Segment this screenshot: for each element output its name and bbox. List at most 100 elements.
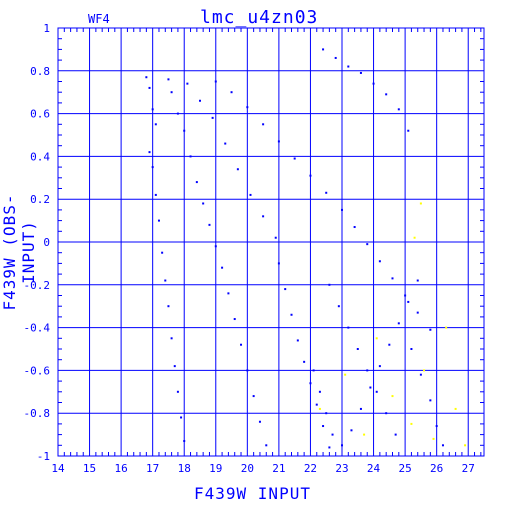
data-point <box>341 208 343 211</box>
data-point <box>325 191 328 194</box>
data-point <box>157 219 160 222</box>
data-point <box>369 386 372 389</box>
data-point <box>274 236 277 239</box>
data-point <box>331 433 334 436</box>
data-point <box>214 80 217 83</box>
x-tick-label: 25 <box>398 462 411 475</box>
data-point <box>195 181 198 184</box>
x-tick-label: 22 <box>304 462 317 475</box>
data-point <box>154 193 157 196</box>
data-point <box>258 420 261 423</box>
data-point <box>227 292 230 295</box>
data-point <box>189 155 192 158</box>
x-tick-label: 19 <box>209 462 222 475</box>
data-point <box>445 326 448 329</box>
x-tick-label: 16 <box>114 462 127 475</box>
data-point <box>199 99 201 102</box>
data-point <box>325 412 328 415</box>
data-point <box>293 157 296 160</box>
data-point <box>410 422 413 425</box>
data-point <box>375 390 378 393</box>
data-point <box>176 112 179 115</box>
data-point <box>148 86 151 89</box>
x-tick-label: 18 <box>178 462 191 475</box>
x-tick-label: 27 <box>462 462 475 475</box>
data-point <box>356 348 359 350</box>
data-point <box>236 168 239 171</box>
y-tick-label: -1 <box>37 450 50 463</box>
data-point <box>347 65 350 68</box>
data-point <box>416 279 419 282</box>
data-point <box>391 395 394 398</box>
x-tick-label: 15 <box>83 462 96 475</box>
data-point <box>372 82 375 85</box>
y-tick-label: 0 <box>43 236 50 249</box>
data-point <box>277 262 280 265</box>
data-point <box>385 93 388 96</box>
data-point <box>413 236 416 239</box>
data-point <box>246 106 249 109</box>
data-point <box>240 343 243 346</box>
data-point <box>151 108 154 111</box>
data-point <box>410 348 413 350</box>
x-tick-label: 24 <box>367 462 381 475</box>
data-point <box>180 416 183 419</box>
x-tick-label: 21 <box>272 462 285 475</box>
data-point <box>359 71 362 74</box>
data-point <box>265 444 268 447</box>
data-point <box>202 202 205 205</box>
data-point <box>145 76 148 79</box>
data-point <box>378 365 381 368</box>
data-point <box>249 193 252 196</box>
data-point <box>262 215 265 218</box>
x-tick-label: 26 <box>430 462 443 475</box>
data-point <box>334 56 337 59</box>
data-point <box>432 437 435 440</box>
data-point <box>388 343 391 346</box>
data-point <box>464 444 467 447</box>
data-point <box>151 166 154 169</box>
data-point <box>419 202 422 205</box>
data-point <box>337 305 340 308</box>
data-point <box>303 360 306 363</box>
data-point <box>296 339 299 342</box>
data-point <box>208 223 211 226</box>
data-point <box>167 78 170 81</box>
x-tick-label: 14 <box>51 462 65 475</box>
y-tick-label: 0.2 <box>30 193 50 206</box>
data-point <box>173 365 176 368</box>
data-point <box>363 433 366 436</box>
data-point <box>353 226 356 229</box>
data-point <box>385 412 388 415</box>
data-point <box>347 326 350 329</box>
data-point <box>441 444 444 447</box>
data-point <box>233 318 236 321</box>
y-tick-label: -0.2 <box>24 279 51 292</box>
data-point <box>170 91 173 94</box>
data-point <box>290 313 293 316</box>
data-point <box>378 260 381 263</box>
data-point <box>322 48 325 51</box>
data-point <box>454 407 457 410</box>
data-point <box>315 403 318 406</box>
data-point <box>262 123 265 126</box>
data-point <box>394 433 397 436</box>
data-point <box>230 91 233 94</box>
data-point <box>154 123 157 126</box>
data-point <box>366 369 369 372</box>
y-tick-label: -0.6 <box>24 364 51 377</box>
data-point <box>148 151 151 154</box>
data-point <box>359 407 362 410</box>
y-tick-label: 0.8 <box>30 65 50 78</box>
y-tick-label: -0.8 <box>24 407 51 420</box>
y-tick-label: 1 <box>43 22 50 35</box>
data-point <box>391 277 394 280</box>
data-point <box>309 174 312 177</box>
chip-label: WF4 <box>88 12 110 26</box>
data-point <box>312 369 315 372</box>
data-point <box>252 395 255 398</box>
data-point <box>284 288 287 291</box>
data-point <box>419 373 422 376</box>
data-point <box>404 294 407 297</box>
